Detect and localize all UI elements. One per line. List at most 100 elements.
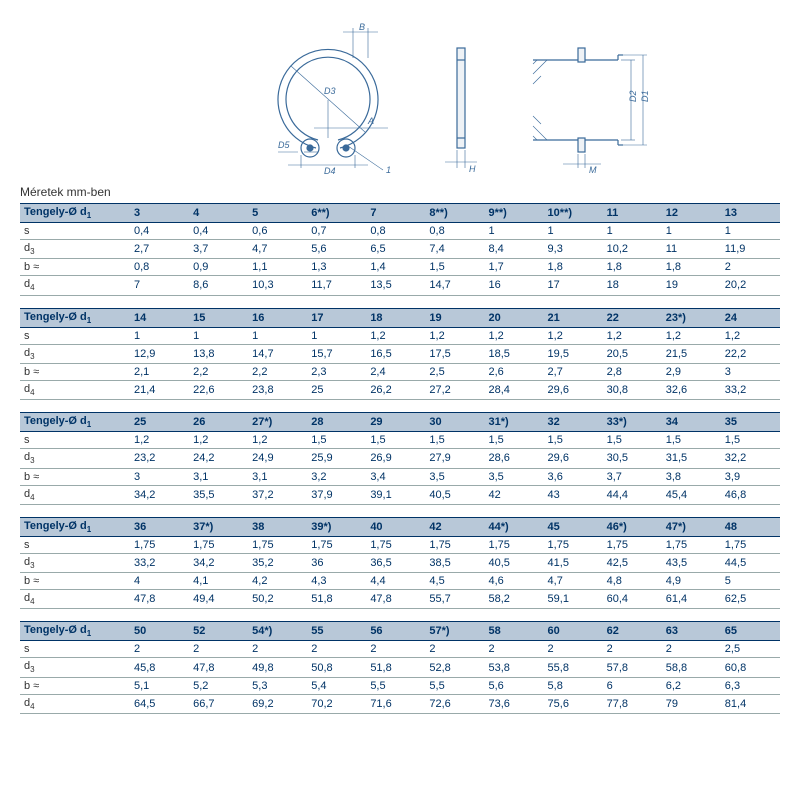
cell: 2 xyxy=(425,641,484,658)
cell: 50,8 xyxy=(307,658,366,677)
col-header: 19 xyxy=(425,308,484,327)
row-label: d3 xyxy=(20,344,130,363)
cell: 1,2 xyxy=(366,327,425,344)
row-label: s xyxy=(20,641,130,658)
cell: 11,9 xyxy=(721,240,780,259)
cell: 5,3 xyxy=(248,677,307,694)
cell: 1,7 xyxy=(484,259,543,276)
diagram-front-view: D3 B A D5 D4 1 xyxy=(228,20,403,175)
cell: 3,1 xyxy=(189,468,248,485)
cell: 1 xyxy=(662,223,721,240)
header-label: Tengely-Ø d1 xyxy=(20,413,130,432)
cell: 1,5 xyxy=(544,432,603,449)
cell: 21,4 xyxy=(130,380,189,399)
cell: 43,5 xyxy=(662,553,721,572)
cell: 64,5 xyxy=(130,694,189,713)
cell: 12,9 xyxy=(130,344,189,363)
col-header: 65 xyxy=(721,622,780,641)
dimensions-caption: Méretek mm-ben xyxy=(20,185,780,199)
cell: 34,2 xyxy=(130,485,189,504)
cell: 45,4 xyxy=(662,485,721,504)
cell: 3 xyxy=(130,468,189,485)
col-header: 13 xyxy=(721,204,780,223)
cell: 4,9 xyxy=(662,573,721,590)
cell: 1 xyxy=(248,327,307,344)
cell: 59,1 xyxy=(544,590,603,609)
col-header: 33*) xyxy=(603,413,662,432)
cell: 27,2 xyxy=(425,380,484,399)
cell: 2 xyxy=(189,641,248,658)
cell: 2,2 xyxy=(248,363,307,380)
col-header: 54*) xyxy=(248,622,307,641)
dim-table-4: Tengely-Ø d13637*)3839*)404244*)4546*)47… xyxy=(20,517,780,610)
cell: 32,2 xyxy=(721,449,780,468)
cell: 1,75 xyxy=(544,536,603,553)
cell: 1,75 xyxy=(425,536,484,553)
row-label: d3 xyxy=(20,240,130,259)
cell: 8,4 xyxy=(484,240,543,259)
header-label: Tengely-Ø d1 xyxy=(20,308,130,327)
row-label: s xyxy=(20,432,130,449)
col-header: 22 xyxy=(603,308,662,327)
cell: 50,2 xyxy=(248,590,307,609)
col-header: 42 xyxy=(425,517,484,536)
cell: 33,2 xyxy=(130,553,189,572)
cell: 72,6 xyxy=(425,694,484,713)
cell: 2,6 xyxy=(484,363,543,380)
cell: 22,6 xyxy=(189,380,248,399)
cell: 1 xyxy=(544,223,603,240)
row-label: b ≈ xyxy=(20,259,130,276)
cell: 26,9 xyxy=(366,449,425,468)
cell: 2 xyxy=(366,641,425,658)
cell: 10,2 xyxy=(603,240,662,259)
cell: 3,8 xyxy=(662,468,721,485)
cell: 13,5 xyxy=(366,276,425,295)
cell: 28,6 xyxy=(484,449,543,468)
row-label: d3 xyxy=(20,658,130,677)
cell: 47,8 xyxy=(189,658,248,677)
dim-d5: D5 xyxy=(278,140,290,150)
cell: 1,5 xyxy=(484,432,543,449)
dim-d1: D1 xyxy=(640,90,650,102)
cell: 46,8 xyxy=(721,485,780,504)
col-header: 39*) xyxy=(307,517,366,536)
cell: 1,4 xyxy=(366,259,425,276)
col-header: 36 xyxy=(130,517,189,536)
cell: 17 xyxy=(544,276,603,295)
cell: 1,5 xyxy=(307,432,366,449)
cell: 18,5 xyxy=(484,344,543,363)
row-label: b ≈ xyxy=(20,677,130,694)
cell: 0,4 xyxy=(130,223,189,240)
cell: 30,5 xyxy=(603,449,662,468)
col-header: 58 xyxy=(484,622,543,641)
cell: 4,7 xyxy=(544,573,603,590)
cell: 51,8 xyxy=(307,590,366,609)
col-header: 38 xyxy=(248,517,307,536)
cell: 18 xyxy=(603,276,662,295)
cell: 66,7 xyxy=(189,694,248,713)
cell: 1,8 xyxy=(662,259,721,276)
col-header: 27*) xyxy=(248,413,307,432)
cell: 60,8 xyxy=(721,658,780,677)
col-header: 16 xyxy=(248,308,307,327)
cell: 1,2 xyxy=(130,432,189,449)
col-header: 15 xyxy=(189,308,248,327)
col-header: 37*) xyxy=(189,517,248,536)
cell: 73,6 xyxy=(484,694,543,713)
cell: 39,1 xyxy=(366,485,425,504)
cell: 5,5 xyxy=(425,677,484,694)
cell: 1,5 xyxy=(721,432,780,449)
cell: 55,7 xyxy=(425,590,484,609)
cell: 5,8 xyxy=(544,677,603,694)
cell: 1,75 xyxy=(307,536,366,553)
cell: 32,6 xyxy=(662,380,721,399)
cell: 5,4 xyxy=(307,677,366,694)
cell: 38,5 xyxy=(425,553,484,572)
cell: 5 xyxy=(721,573,780,590)
col-header: 17 xyxy=(307,308,366,327)
cell: 11,7 xyxy=(307,276,366,295)
col-header: 9**) xyxy=(484,204,543,223)
cell: 2,2 xyxy=(189,363,248,380)
dim-table-5: Tengely-Ø d1505254*)555657*)5860626365s2… xyxy=(20,621,780,714)
header-label: Tengely-Ø d1 xyxy=(20,204,130,223)
